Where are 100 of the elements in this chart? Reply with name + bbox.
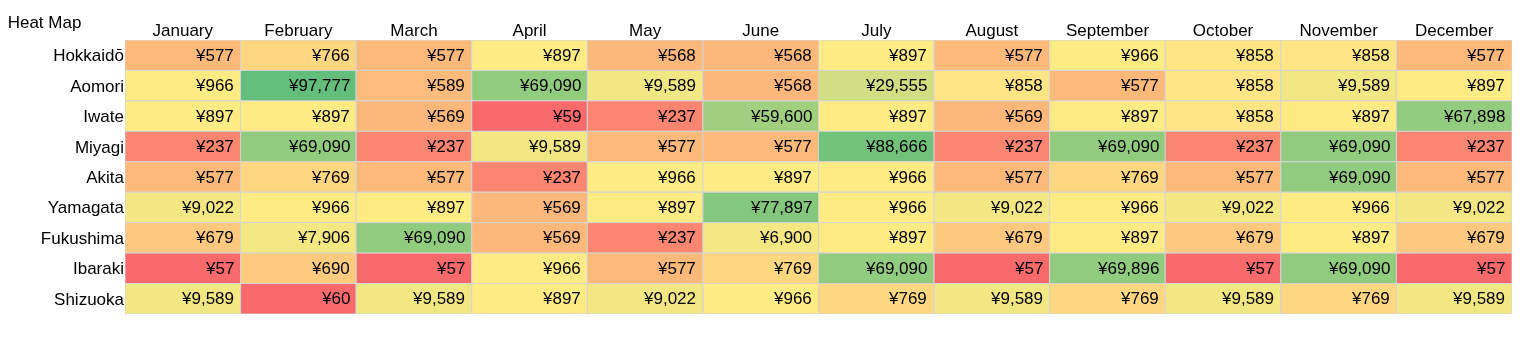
data-label: ¥9,589 [181, 289, 234, 308]
data-label: ¥769 [888, 289, 927, 308]
data-label: ¥679 [1466, 228, 1505, 247]
data-label: ¥69,090 [1328, 259, 1391, 278]
data-label: ¥897 [311, 107, 350, 126]
data-label: ¥577 [657, 137, 696, 156]
data-label: ¥766 [311, 46, 350, 65]
data-label: ¥769 [773, 259, 812, 278]
x-tick-label: November [1299, 20, 1379, 40]
data-label: ¥897 [542, 46, 581, 65]
data-label: ¥9,589 [528, 137, 581, 156]
data-label: ¥897 [542, 289, 581, 308]
data-label: ¥897 [657, 198, 696, 217]
data-label: ¥237 [1004, 137, 1043, 156]
data-label: ¥569 [542, 228, 581, 247]
data-label: ¥897 [773, 168, 812, 187]
data-label: ¥679 [1235, 228, 1274, 247]
data-label: ¥897 [1351, 107, 1390, 126]
data-label: ¥69,090 [403, 228, 466, 247]
data-label: ¥679 [1004, 228, 1043, 247]
data-label: ¥569 [1004, 107, 1043, 126]
data-label: ¥769 [311, 168, 350, 187]
data-label: ¥577 [657, 259, 696, 278]
data-label: ¥966 [888, 198, 927, 217]
y-tick-label: Akita [86, 167, 125, 187]
data-label: ¥67,898 [1443, 107, 1506, 126]
data-label: ¥858 [1004, 76, 1043, 95]
y-tick-label: Hokkaidō [53, 46, 124, 66]
data-label: ¥897 [1120, 107, 1159, 126]
data-label: ¥966 [773, 289, 812, 308]
y-tick-label: Shizuoka [54, 289, 125, 309]
data-label: ¥57 [205, 259, 235, 278]
data-label: ¥858 [1351, 46, 1390, 65]
data-label: ¥57 [1014, 259, 1044, 278]
data-label: ¥69,090 [1097, 137, 1160, 156]
chart-title: Heat Map [7, 13, 82, 33]
data-label: ¥569 [542, 198, 581, 217]
data-label: ¥966 [1120, 198, 1159, 217]
x-tick-label: February [264, 20, 333, 40]
data-label: ¥7,906 [297, 228, 350, 247]
data-label: ¥57 [436, 259, 466, 278]
y-tick-label: Ibaraki [72, 259, 124, 279]
data-label: ¥577 [1235, 168, 1274, 187]
data-label: ¥858 [1235, 76, 1274, 95]
data-label: ¥577 [1004, 46, 1043, 65]
data-label: ¥237 [1235, 137, 1274, 156]
data-label: ¥897 [888, 228, 927, 247]
data-label: ¥577 [1466, 46, 1505, 65]
data-label: ¥577 [426, 168, 465, 187]
x-tick-label: July [861, 20, 892, 40]
data-label: ¥9,589 [643, 76, 696, 95]
y-tick-label: Aomori [70, 76, 124, 96]
data-label: ¥690 [311, 259, 350, 278]
data-label: ¥577 [1120, 76, 1159, 95]
data-label: ¥897 [1466, 76, 1505, 95]
data-label: ¥237 [426, 137, 465, 156]
data-label: ¥9,022 [1221, 198, 1274, 217]
data-label: ¥237 [542, 168, 581, 187]
data-label: ¥57 [1476, 259, 1506, 278]
data-label: ¥29,555 [865, 76, 928, 95]
x-tick-label: December [1415, 20, 1494, 40]
y-tick-label: Fukushima [40, 228, 125, 248]
x-tick-label: April [512, 20, 547, 40]
data-label: ¥59,600 [750, 107, 813, 126]
data-label: ¥858 [1235, 107, 1274, 126]
data-label: ¥237 [657, 107, 696, 126]
data-label: ¥9,589 [1452, 289, 1505, 308]
data-label: ¥69,090 [1328, 168, 1391, 187]
data-label: ¥897 [888, 46, 927, 65]
x-tick-label: September [1065, 20, 1150, 40]
y-tick-label: Miyagi [74, 137, 124, 157]
data-label: ¥897 [426, 198, 465, 217]
data-label: ¥77,897 [750, 198, 813, 217]
data-label: ¥57 [1245, 259, 1275, 278]
data-label: ¥966 [657, 168, 696, 187]
data-label: ¥577 [195, 168, 234, 187]
data-label: ¥237 [195, 137, 234, 156]
x-tick-label: June [742, 20, 780, 40]
data-label: ¥897 [195, 107, 234, 126]
data-label: ¥9,589 [412, 289, 465, 308]
x-tick-label: October [1192, 20, 1254, 40]
data-label: ¥568 [773, 76, 812, 95]
data-label: ¥69,090 [865, 259, 928, 278]
x-tick-label: March [390, 20, 438, 40]
data-label: ¥9,589 [1337, 76, 1390, 95]
data-label: ¥69,090 [1328, 137, 1391, 156]
data-label: ¥69,090 [288, 137, 351, 156]
data-label: ¥966 [542, 259, 581, 278]
data-label: ¥897 [1351, 228, 1390, 247]
data-label: ¥237 [657, 228, 696, 247]
data-label: ¥9,022 [990, 198, 1043, 217]
data-label: ¥97,777 [288, 76, 351, 95]
x-tick-label: January [152, 20, 214, 40]
data-label: ¥897 [888, 107, 927, 126]
data-label: ¥59 [552, 107, 582, 126]
data-label: ¥9,589 [1221, 289, 1274, 308]
data-label: ¥966 [888, 168, 927, 187]
data-label: ¥237 [1466, 137, 1505, 156]
data-label: ¥9,022 [1452, 198, 1505, 217]
data-label: ¥577 [1004, 168, 1043, 187]
